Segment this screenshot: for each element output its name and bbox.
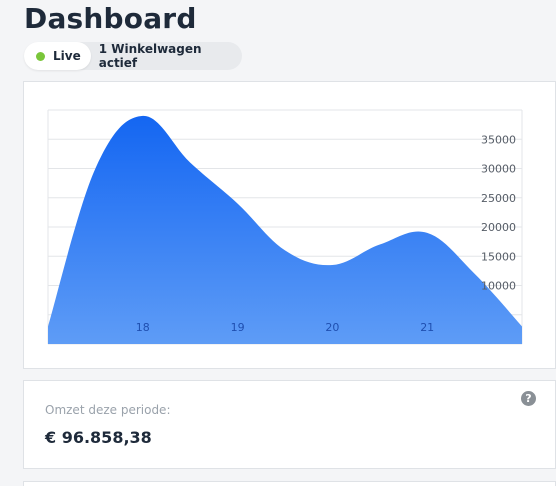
x-tick-label: 21: [420, 321, 434, 334]
chart-area-series: [48, 115, 522, 344]
live-dot-icon: [36, 51, 45, 61]
y-tick-label: 30000: [481, 163, 516, 176]
live-indicator[interactable]: Live: [24, 42, 91, 70]
sales-area-chart: 10000 15000 20000 25000 30000 35000 18 19 20 21: [47, 109, 523, 345]
active-carts-status[interactable]: 1 Winkelwagen actief: [98, 42, 202, 70]
y-tick-label: 10000: [481, 280, 516, 293]
status-bar: Live 1 Winkelwagen actief: [24, 42, 242, 70]
y-tick-label: 15000: [481, 250, 516, 263]
live-label: Live: [53, 49, 81, 63]
question-circle-icon[interactable]: ?: [521, 391, 536, 406]
x-tick-label: 19: [231, 321, 245, 334]
y-tick-label: 25000: [481, 192, 516, 205]
revenue-label: Omzet deze periode:: [45, 403, 171, 417]
revenue-value: € 96.858,38: [45, 428, 152, 447]
x-tick-label: 20: [325, 321, 339, 334]
page-title: Dashboard: [24, 2, 197, 35]
next-card: [23, 481, 556, 486]
revenue-card: Omzet deze periode: € 96.858,38 ?: [23, 380, 556, 469]
sales-chart-card: 10000 15000 20000 25000 30000 35000 18 19 20 21: [23, 81, 556, 369]
x-tick-label: 18: [136, 321, 150, 334]
y-tick-label: 35000: [481, 133, 516, 146]
y-tick-label: 20000: [481, 221, 516, 234]
